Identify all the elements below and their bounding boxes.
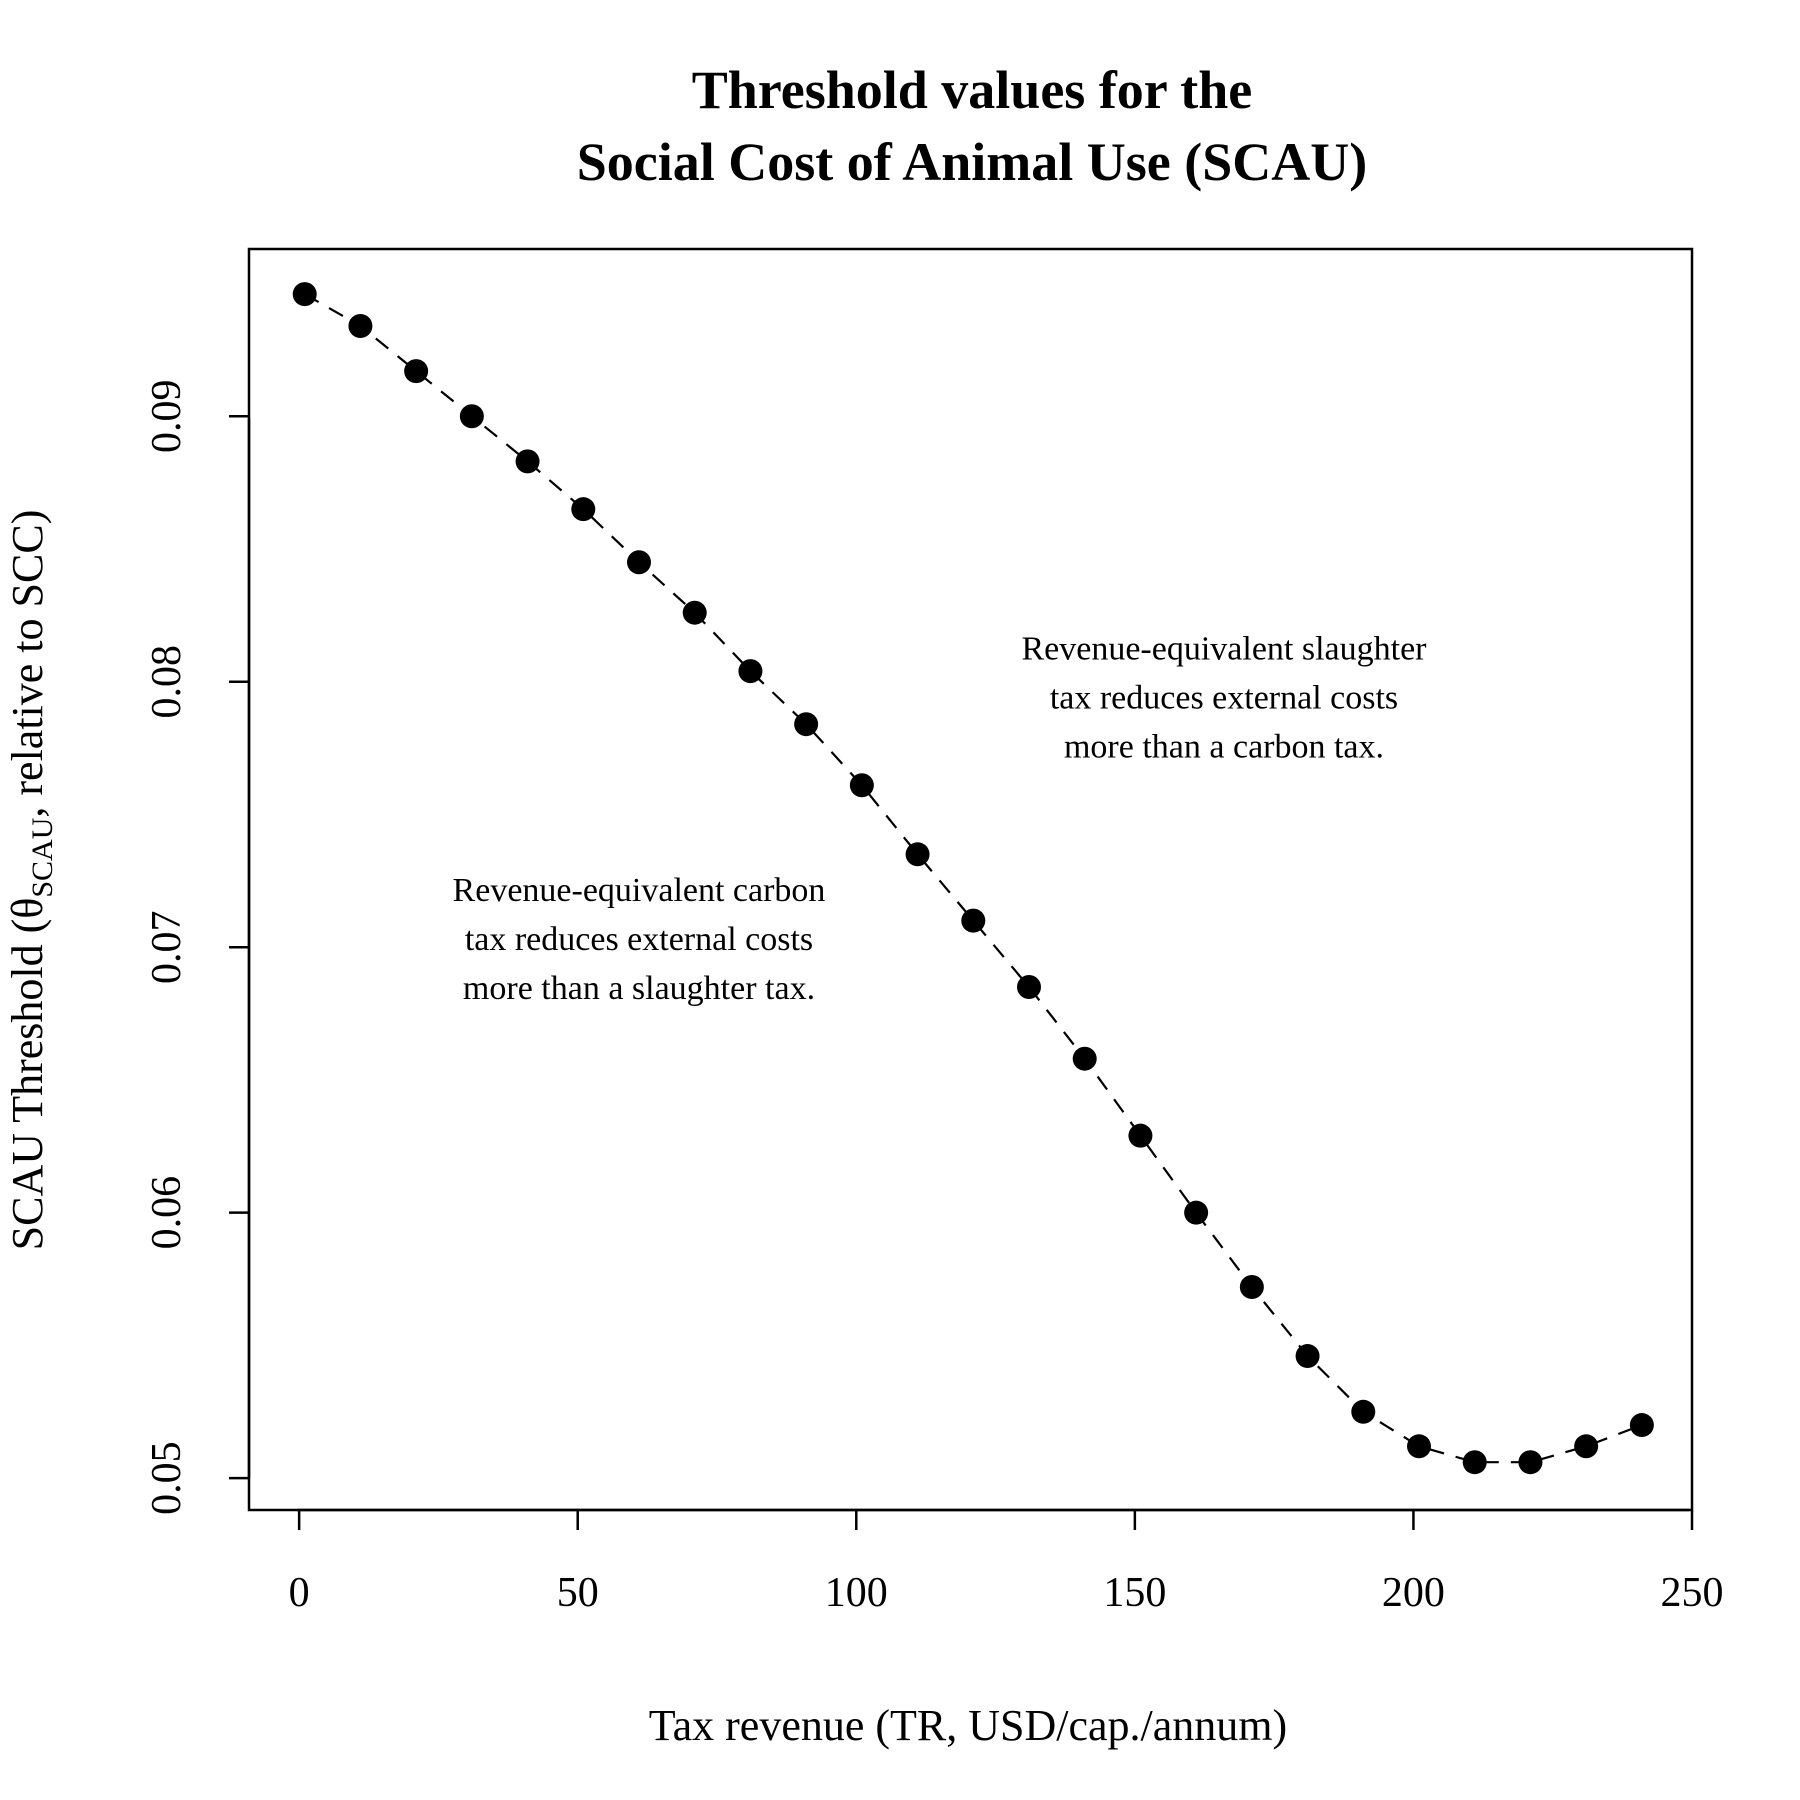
data-point [1017,975,1041,1000]
data-point [1574,1434,1599,1459]
y-axis-label-subscript: SCAU [26,817,59,897]
data-point [1295,1344,1320,1369]
x-axis: 0 50 100 150 200 250 [289,1508,1724,1616]
data-point [1518,1450,1543,1475]
chart-title: Threshold values for the Social Cost of … [577,60,1368,192]
y-axis: 0.05 0.06 0.07 0.08 0.09 [144,379,251,1515]
chart-title-line-1: Threshold values for the [692,60,1253,120]
data-point [571,497,596,522]
chart-title-line-2: Social Cost of Animal Use (SCAU) [577,132,1368,192]
annotation-2-line: Revenue-equivalent carbon [453,872,826,909]
annotation-1-line: tax reduces external costs [1050,679,1398,716]
x-tick-label: 200 [1382,1570,1445,1616]
data-point [1072,1046,1097,1071]
series-points [292,282,1654,1475]
data-point [404,359,429,384]
annotations: Revenue-equivalent slaughter tax reduces … [453,630,1428,1007]
x-tick-label: 150 [1103,1570,1166,1616]
data-point [682,600,707,625]
data-point [348,313,373,338]
data-point [459,404,484,429]
x-tick-label: 0 [289,1570,310,1616]
y-tick-label: 0.09 [144,379,190,453]
y-axis-label: SCAU Threshold (θSCAU, relative to SCC) [3,510,59,1251]
annotation-2-line: tax reduces external costs [465,921,813,958]
data-point [515,449,540,474]
data-point [738,659,763,684]
x-tick-label: 250 [1661,1570,1724,1616]
data-point [794,712,819,737]
data-point [1462,1450,1487,1475]
data-point [1184,1200,1209,1225]
data-point [292,282,317,307]
data-point [1128,1123,1153,1148]
data-point [1629,1413,1654,1438]
data-point [961,908,986,933]
annotation-1-line: more than a carbon tax. [1064,728,1384,765]
data-point [627,550,651,575]
x-tick-label: 100 [825,1570,888,1616]
y-tick-label: 0.05 [144,1441,190,1515]
y-axis-label-theta: θ [3,898,52,919]
y-axis-label-after: , relative to SCC) [3,510,52,818]
y-tick-label: 0.06 [144,1176,190,1250]
y-axis-label-before: SCAU Threshold ( [3,919,52,1251]
y-tick-label: 0.08 [144,645,190,719]
annotation-2-line: more than a slaughter tax. [463,970,815,1007]
data-point [849,773,874,798]
annotation-1-line: Revenue-equivalent slaughter [1021,630,1427,667]
data-point [1407,1434,1431,1459]
data-point [905,842,930,867]
data-point [1351,1399,1376,1424]
y-tick-label: 0.07 [144,910,190,984]
x-tick-label: 50 [557,1570,599,1616]
data-point [1239,1275,1264,1300]
x-axis-label: Tax revenue (TR, USD/cap./annum) [649,1701,1287,1750]
